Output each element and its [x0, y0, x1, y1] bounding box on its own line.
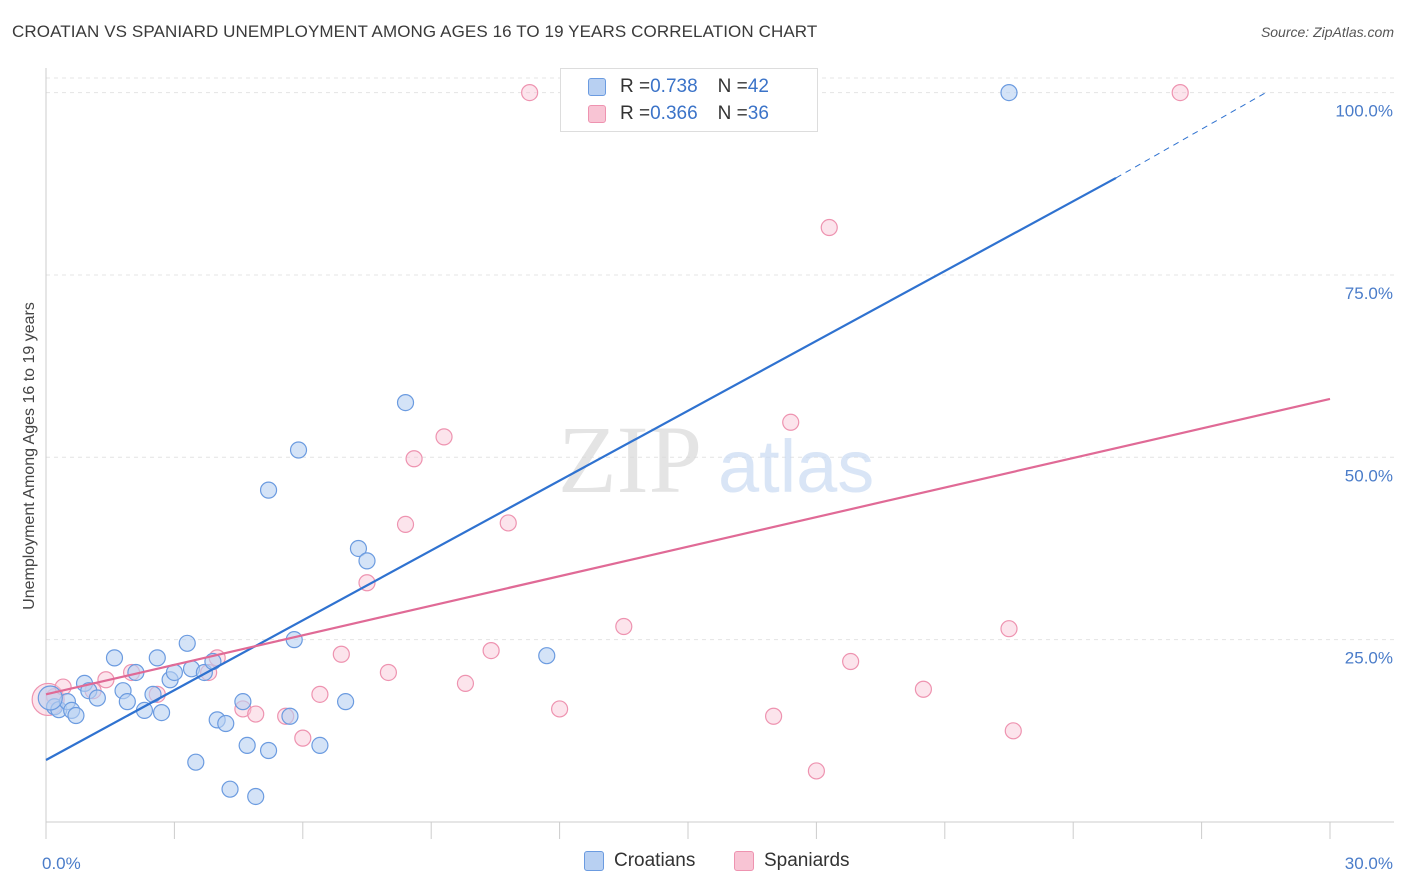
legend-label-croatians: Croatians [614, 850, 696, 871]
spaniards-point [820, 218, 838, 237]
croatians-point [349, 539, 368, 558]
croatians-point [105, 649, 124, 667]
r-value: 0.738 [650, 76, 698, 97]
n-value: 36 [747, 103, 769, 124]
croatians-point [221, 780, 239, 798]
spaniards-point [764, 707, 783, 725]
croatians-point [247, 787, 265, 806]
spaniards-point [782, 413, 800, 431]
croatians-point [289, 441, 308, 459]
watermark-zip: ZIP [558, 406, 702, 513]
spaniards-point [332, 645, 350, 663]
spaniards-point [405, 450, 423, 468]
croatians-legend-swatch-icon [584, 851, 604, 871]
spaniards-point [396, 515, 415, 534]
legend-item-spaniards[interactable]: Spaniards [734, 850, 850, 872]
watermark: ZIP atlas [558, 406, 874, 513]
spaniards-point [1000, 620, 1018, 638]
spaniards-point [294, 729, 312, 747]
y-tick-label: 75.0% [1345, 284, 1393, 303]
r-label: R = [620, 103, 651, 124]
spaniards-point [914, 680, 933, 698]
croatians-trend-line [45, 176, 1117, 761]
x-tick-label-min: 0.0% [42, 854, 81, 873]
spaniards-point [499, 514, 517, 532]
croatians-point [538, 647, 556, 665]
spaniards-point [435, 428, 453, 446]
croatians-point [67, 706, 85, 725]
legend-row-croatians: R = 0.738 N = 42 [561, 74, 769, 100]
croatians-point [217, 714, 235, 733]
n-label: N = [717, 103, 748, 124]
croatians-point [337, 693, 355, 711]
croatians-point [118, 693, 136, 711]
croatians-point [234, 693, 252, 711]
spaniards-trend-line [45, 397, 1331, 696]
croatians-point [37, 685, 63, 711]
legend-label-spaniards: Spaniards [764, 850, 850, 871]
n-label: N = [717, 76, 748, 97]
croatians-point [1000, 83, 1018, 102]
croatians-point [358, 552, 376, 570]
croatians-trend-extension [1115, 92, 1267, 179]
x-tick-label-max: 30.0% [1345, 854, 1393, 873]
spaniards-point [247, 705, 265, 723]
chart-title: CROATIAN VS SPANIARD UNEMPLOYMENT AMONG … [12, 22, 818, 41]
watermark-atlas: atlas [718, 425, 874, 508]
correlation-legend: R = 0.738 N = 42 R = 0.366 N = 36 [560, 68, 818, 132]
croatians-point [178, 634, 196, 652]
n-value: 42 [747, 76, 769, 97]
croatians-point [311, 736, 329, 755]
spaniards-point [1004, 722, 1022, 740]
spaniards-point [1171, 83, 1189, 102]
spaniards-point [311, 685, 329, 703]
croatians-point [259, 481, 278, 499]
source-label: Source: ZipAtlas.com [1260, 24, 1394, 40]
spaniards-point [842, 652, 860, 671]
croatians-point [152, 703, 171, 722]
r-label: R = [620, 76, 651, 97]
spaniards-point [456, 674, 475, 693]
croatians-point [259, 741, 278, 760]
y-tick-label: 100.0% [1335, 102, 1393, 121]
croatians-swatch-icon [588, 78, 606, 96]
spaniards-point [615, 617, 633, 636]
spaniards-point [482, 641, 500, 660]
x-tick-labels: 0.0% 30.0% [42, 854, 1393, 873]
legend-item-croatians[interactable]: Croatians [584, 850, 695, 872]
y-tick-label: 25.0% [1345, 649, 1393, 668]
spaniards-point [379, 663, 397, 682]
r-value: 0.366 [650, 103, 698, 124]
croatians-point [281, 707, 299, 725]
spaniards-legend-swatch-icon [734, 851, 754, 871]
grid-lines [46, 77, 1394, 641]
croatians-point [238, 736, 256, 755]
croatians-point [148, 649, 166, 667]
y-tick-labels: 25.0% 50.0% 75.0% 100.0% [1335, 102, 1393, 668]
y-tick-label: 50.0% [1345, 466, 1393, 485]
croatians-point [88, 689, 106, 707]
series-legend: Croatians Spaniards [0, 850, 1406, 878]
croatians-point [187, 753, 205, 771]
trend-lines [45, 92, 1331, 761]
legend-row-spaniards: R = 0.366 N = 36 [561, 101, 769, 127]
y-axis-label: Unemployment Among Ages 16 to 19 years [21, 302, 38, 610]
spaniards-point [521, 83, 539, 102]
spaniards-point [550, 700, 569, 718]
spaniards-point [807, 762, 826, 780]
croatians-point [396, 393, 415, 412]
spaniards-swatch-icon [588, 105, 606, 123]
